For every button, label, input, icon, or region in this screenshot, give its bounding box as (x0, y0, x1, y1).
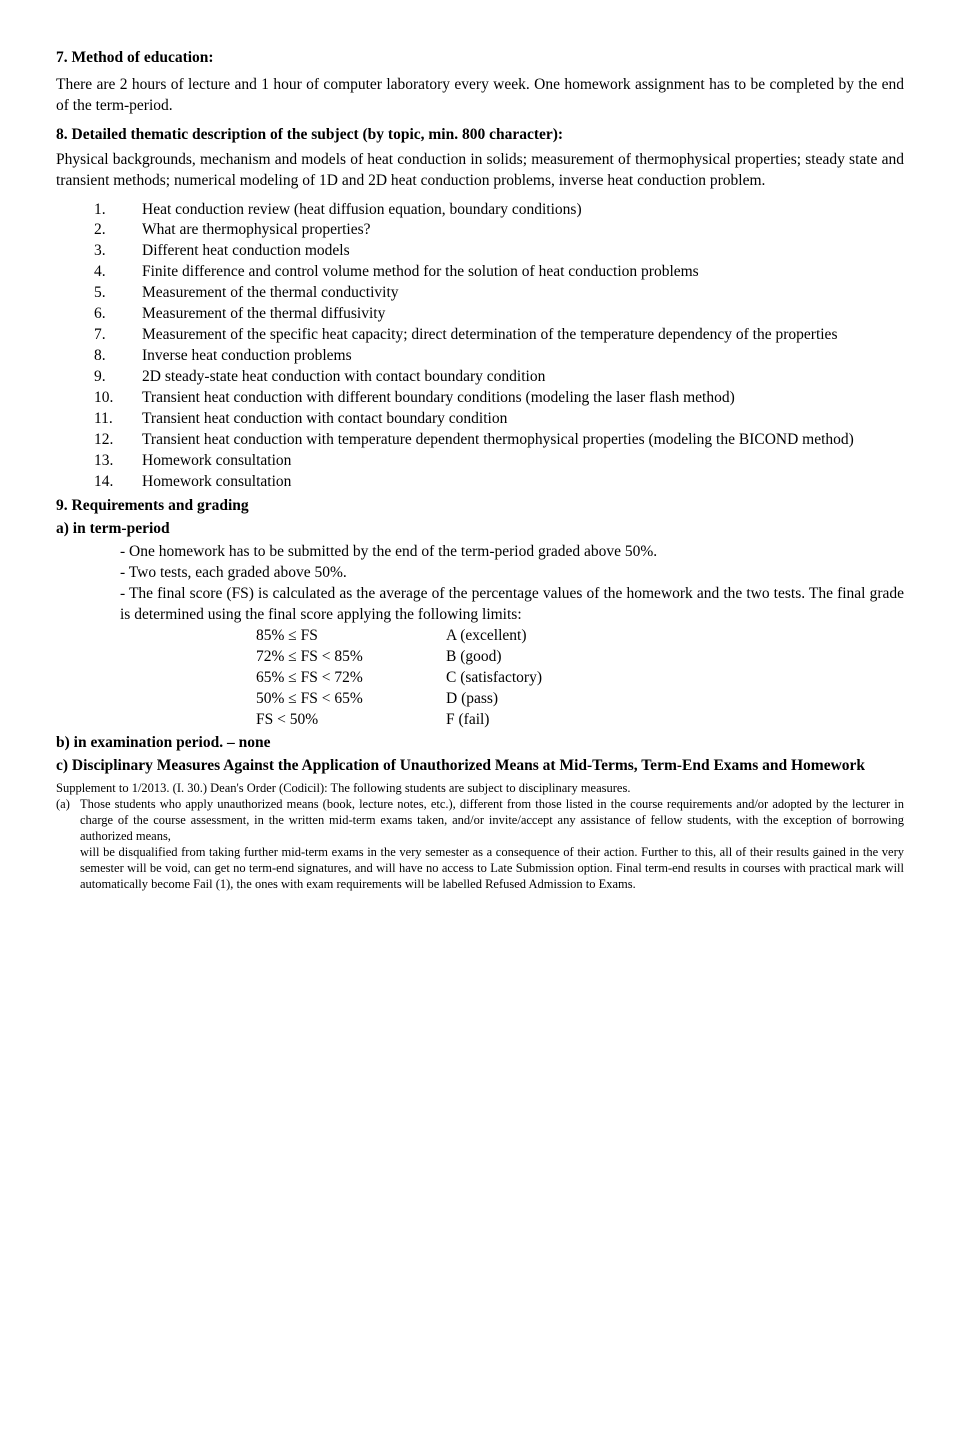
grade-row: 65% ≤ FS < 72%C (satisfactory) (256, 668, 904, 689)
list-item: 10.Transient heat conduction with differ… (56, 388, 904, 409)
list-item: 5.Measurement of the thermal conductivit… (56, 283, 904, 304)
grade-label: C (satisfactory) (446, 668, 904, 689)
supplement-item-a: (a) Those students who apply unauthorize… (56, 796, 904, 892)
supplement-a-mark: (a) (56, 796, 80, 812)
list-item-number: 6. (94, 304, 142, 325)
requirement-line: - The final score (FS) is calculated as … (56, 584, 904, 626)
section-9b: b) in examination period. – none (56, 733, 904, 754)
grade-label: B (good) (446, 647, 904, 668)
section-9a-heading: a) in term-period (56, 519, 904, 540)
section-9b-none: – none (227, 734, 271, 751)
grade-range: 50% ≤ FS < 65% (256, 689, 446, 710)
list-item-number: 3. (94, 241, 142, 262)
supplement-a-para1: Those students who apply unauthorized me… (80, 796, 904, 844)
supplement-intro: Supplement to 1/2013. (I. 30.) Dean's Or… (56, 780, 904, 796)
section-8-list: 1.Heat conduction review (heat diffusion… (56, 200, 904, 493)
list-item-text: Homework consultation (142, 472, 904, 493)
grade-row: 50% ≤ FS < 65%D (pass) (256, 689, 904, 710)
section-7-heading: 7. Method of education: (56, 48, 904, 69)
list-item-text: Heat conduction review (heat diffusion e… (142, 200, 904, 221)
grade-row: FS < 50%F (fail) (256, 710, 904, 731)
list-item-text: Different heat conduction models (142, 241, 904, 262)
list-item-number: 7. (94, 325, 142, 346)
list-item-text: Inverse heat conduction problems (142, 346, 904, 367)
list-item-text: Transient heat conduction with different… (142, 388, 904, 409)
list-item: 4.Finite difference and control volume m… (56, 262, 904, 283)
list-item-number: 1. (94, 200, 142, 221)
list-item-number: 2. (94, 220, 142, 241)
list-item-text: What are thermophysical properties? (142, 220, 904, 241)
section-8-heading: 8. Detailed thematic description of the … (56, 125, 904, 146)
grade-range: 72% ≤ FS < 85% (256, 647, 446, 668)
list-item: 11.Transient heat conduction with contac… (56, 409, 904, 430)
section-8-intro: Physical backgrounds, mechanism and mode… (56, 150, 904, 192)
list-item-number: 12. (94, 430, 142, 451)
requirement-line: - One homework has to be submitted by th… (56, 542, 904, 563)
list-item: 6.Measurement of the thermal diffusivity (56, 304, 904, 325)
list-item-number: 8. (94, 346, 142, 367)
list-item-number: 4. (94, 262, 142, 283)
list-item-text: Measurement of the thermal conductivity (142, 283, 904, 304)
grade-label: A (excellent) (446, 626, 904, 647)
list-item-text: Measurement of the specific heat capacit… (142, 325, 904, 346)
list-item-number: 11. (94, 409, 142, 430)
list-item-text: Transient heat conduction with temperatu… (142, 430, 904, 451)
list-item-number: 10. (94, 388, 142, 409)
list-item: 1.Heat conduction review (heat diffusion… (56, 200, 904, 221)
section-9a-lines: - One homework has to be submitted by th… (56, 542, 904, 626)
list-item: 14.Homework consultation (56, 472, 904, 493)
grade-range: 65% ≤ FS < 72% (256, 668, 446, 689)
list-item: 8.Inverse heat conduction problems (56, 346, 904, 367)
grade-label: F (fail) (446, 710, 904, 731)
grade-range: FS < 50% (256, 710, 446, 731)
grade-row: 72% ≤ FS < 85%B (good) (256, 647, 904, 668)
list-item: 9.2D steady-state heat conduction with c… (56, 367, 904, 388)
list-item-text: Finite difference and control volume met… (142, 262, 904, 283)
list-item-text: Homework consultation (142, 451, 904, 472)
list-item-text: 2D steady-state heat conduction with con… (142, 367, 904, 388)
list-item: 12.Transient heat conduction with temper… (56, 430, 904, 451)
section-9c: c) Disciplinary Measures Against the App… (56, 756, 904, 777)
requirement-line: - Two tests, each graded above 50%. (56, 563, 904, 584)
list-item-text: Measurement of the thermal diffusivity (142, 304, 904, 325)
grade-range: 85% ≤ FS (256, 626, 446, 647)
section-9b-label: b) in examination period. (56, 734, 223, 751)
list-item-number: 14. (94, 472, 142, 493)
list-item: 13.Homework consultation (56, 451, 904, 472)
supplement-a-para2: will be disqualified from taking further… (80, 844, 904, 892)
grade-row: 85% ≤ FSA (excellent) (256, 626, 904, 647)
list-item-number: 9. (94, 367, 142, 388)
list-item: 7.Measurement of the specific heat capac… (56, 325, 904, 346)
list-item: 2.What are thermophysical properties? (56, 220, 904, 241)
list-item: 3.Different heat conduction models (56, 241, 904, 262)
list-item-number: 13. (94, 451, 142, 472)
grade-label: D (pass) (446, 689, 904, 710)
list-item-number: 5. (94, 283, 142, 304)
section-7-body: There are 2 hours of lecture and 1 hour … (56, 75, 904, 117)
section-9-heading: 9. Requirements and grading (56, 496, 904, 517)
list-item-text: Transient heat conduction with contact b… (142, 409, 904, 430)
grade-table: 85% ≤ FSA (excellent)72% ≤ FS < 85%B (go… (56, 626, 904, 731)
